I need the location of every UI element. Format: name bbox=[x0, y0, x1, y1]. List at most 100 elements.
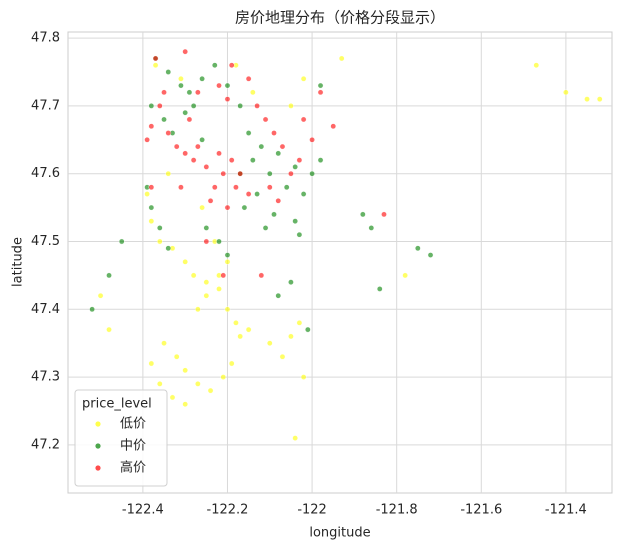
point bbox=[216, 238, 222, 245]
point bbox=[275, 150, 282, 157]
point bbox=[300, 191, 307, 197]
point bbox=[241, 204, 248, 211]
point bbox=[266, 340, 273, 346]
point bbox=[245, 130, 252, 136]
points bbox=[89, 48, 603, 441]
y-tick-label: 47.2 bbox=[31, 437, 60, 452]
point bbox=[271, 130, 277, 136]
point bbox=[533, 62, 540, 69]
point bbox=[161, 89, 167, 96]
chart-title: 房价地理分布（价格分段显示） bbox=[235, 9, 445, 27]
point bbox=[279, 353, 286, 360]
point bbox=[203, 279, 210, 285]
y-tick-label: 47.3 bbox=[31, 370, 60, 385]
point bbox=[233, 184, 239, 191]
point bbox=[258, 143, 265, 150]
y-tick-label: 47.8 bbox=[31, 31, 60, 46]
point bbox=[292, 164, 298, 170]
y-tick-label: 47.7 bbox=[31, 98, 60, 113]
point bbox=[165, 170, 172, 177]
point bbox=[186, 116, 193, 123]
point bbox=[233, 320, 239, 326]
point bbox=[148, 204, 155, 211]
point bbox=[296, 157, 303, 163]
point bbox=[360, 211, 366, 218]
point bbox=[228, 360, 235, 367]
legend-marker bbox=[95, 443, 101, 449]
point bbox=[245, 326, 252, 333]
point bbox=[182, 109, 188, 116]
point bbox=[190, 157, 197, 163]
point bbox=[381, 211, 387, 218]
point bbox=[309, 170, 315, 177]
point bbox=[173, 353, 180, 360]
y-tick-label: 47.5 bbox=[31, 234, 60, 249]
x-tick-label: -121.6 bbox=[460, 503, 502, 518]
point bbox=[203, 225, 210, 231]
point bbox=[596, 96, 603, 102]
point bbox=[427, 252, 434, 258]
point bbox=[182, 259, 188, 265]
point bbox=[165, 245, 172, 252]
point bbox=[224, 96, 231, 102]
point bbox=[237, 333, 243, 340]
point bbox=[288, 333, 294, 340]
point bbox=[118, 238, 125, 245]
point bbox=[186, 89, 193, 96]
point bbox=[305, 326, 311, 333]
point bbox=[144, 191, 150, 197]
legend-label: 中价 bbox=[120, 439, 146, 454]
point bbox=[271, 211, 277, 218]
point bbox=[402, 272, 408, 279]
point bbox=[207, 198, 214, 204]
point bbox=[296, 231, 303, 238]
point bbox=[199, 136, 205, 143]
point bbox=[317, 82, 324, 89]
point bbox=[199, 204, 205, 211]
legend-marker bbox=[95, 421, 101, 427]
point bbox=[152, 62, 159, 69]
point bbox=[288, 170, 294, 177]
point bbox=[89, 306, 95, 313]
point bbox=[216, 82, 222, 89]
point bbox=[165, 69, 172, 75]
point bbox=[224, 252, 231, 258]
point bbox=[161, 340, 167, 346]
y-tick-label: 47.4 bbox=[31, 302, 60, 317]
point bbox=[148, 103, 155, 109]
point bbox=[182, 401, 188, 407]
point bbox=[250, 157, 256, 163]
point bbox=[288, 279, 294, 285]
point bbox=[300, 75, 307, 82]
point bbox=[300, 374, 307, 380]
x-tick-label: -122.2 bbox=[207, 503, 249, 518]
point bbox=[173, 143, 180, 150]
point bbox=[330, 123, 337, 130]
point bbox=[245, 191, 252, 197]
point bbox=[216, 286, 222, 292]
point bbox=[245, 75, 252, 82]
point bbox=[317, 89, 324, 96]
point bbox=[254, 191, 260, 197]
point bbox=[190, 103, 197, 109]
point bbox=[368, 225, 375, 231]
y-axis-label: latitude bbox=[11, 237, 26, 287]
legend-marker bbox=[95, 465, 101, 471]
point bbox=[203, 238, 210, 245]
point bbox=[266, 184, 273, 191]
point bbox=[161, 116, 167, 123]
point bbox=[195, 306, 201, 313]
point bbox=[144, 136, 150, 143]
point bbox=[195, 143, 201, 150]
point bbox=[220, 272, 227, 279]
point bbox=[279, 143, 286, 150]
point bbox=[262, 116, 269, 123]
point bbox=[182, 48, 188, 55]
x-tick-label: -122.4 bbox=[122, 503, 164, 518]
point bbox=[148, 218, 155, 224]
point bbox=[97, 292, 104, 299]
point bbox=[216, 150, 222, 157]
point bbox=[228, 62, 235, 69]
